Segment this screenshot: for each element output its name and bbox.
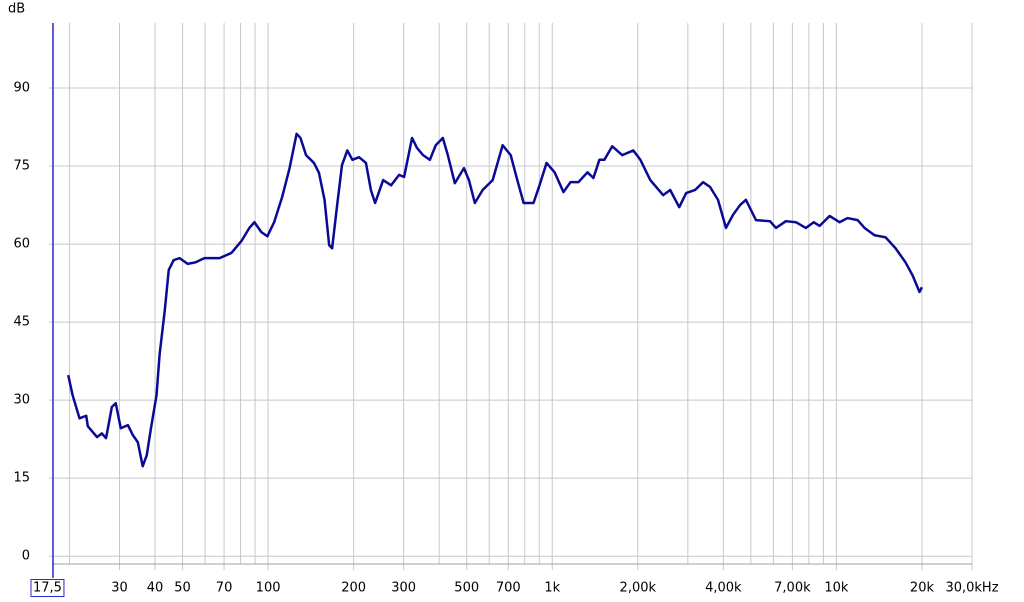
x-tick-label: 30 [111,581,128,596]
x-tick-label: 50 [174,581,191,596]
x-tick-label: 20k [910,581,935,596]
y-tick-label: 15 [13,471,30,486]
x-tick-label: 300 [391,581,416,596]
y-tick-label: 60 [13,237,30,252]
x-tick-label: 700 [496,581,521,596]
x-tick-label: 200 [341,581,366,596]
x-tick-label: 4,00k [705,581,742,596]
x-tick-label: 2,00k [620,581,657,596]
y-tick-label: 0 [22,549,30,564]
x-tick-label: 40 [147,581,164,596]
x-tick-label: 17,5 [33,581,62,596]
x-tick-label: 70 [216,581,233,596]
y-tick-label: 30 [13,393,30,408]
y-tick-label: 75 [13,159,30,174]
response-line [67,132,924,468]
x-tick-label: 30,0kHz [945,581,998,596]
y-tick-label: 45 [13,315,30,330]
x-tick-label: 10k [824,581,849,596]
y-axis-label: dB [8,2,25,17]
y-tick-label: 90 [13,81,30,96]
x-tick-label: 7,00k [774,581,811,596]
x-tick-label: 100 [256,581,281,596]
x-tick-label: 1k [544,581,560,596]
x-tick-label: 500 [454,581,479,596]
x-start-box [30,579,65,597]
